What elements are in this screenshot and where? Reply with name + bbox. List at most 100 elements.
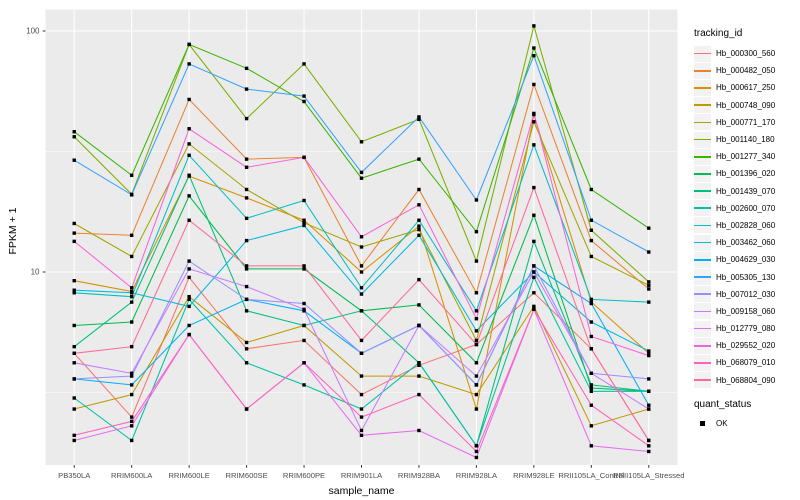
data-point [187, 62, 191, 66]
legend-item-Hb_002828_060: Hb_002828_060 [694, 217, 800, 234]
data-point [474, 449, 479, 454]
data-point [589, 403, 594, 407]
data-point [359, 176, 364, 180]
data-point [589, 320, 594, 324]
data-point [72, 158, 76, 162]
legend-key-swatch [694, 200, 711, 217]
data-point [474, 374, 479, 378]
legend-key-line [694, 69, 711, 72]
data-point [647, 283, 651, 288]
legend-item-Hb_029552_020: Hb_029552_020 [694, 337, 800, 354]
data-point [474, 329, 479, 333]
data-point [244, 165, 249, 169]
x-tick-label: RRII105LA_Stressed [613, 471, 684, 480]
data-point [129, 291, 134, 295]
data-point [302, 383, 306, 387]
data-point [359, 433, 364, 438]
data-point [302, 264, 306, 268]
legend-label: Hb_000617_250 [716, 83, 776, 93]
data-point [359, 428, 364, 433]
legend-title-quant-status: quant_status [694, 398, 752, 410]
data-point [187, 259, 191, 263]
data-point [72, 288, 76, 292]
x-tick-label: RRII105LA_Control [558, 471, 624, 480]
data-point [417, 392, 421, 397]
data-point [589, 424, 594, 428]
legend-item-Hb_000748_090: Hb_000748_090 [694, 97, 800, 114]
legend-key-line [694, 173, 711, 175]
data-point [532, 120, 536, 124]
legend-key-line [694, 344, 711, 347]
legend-label: Hb_012779_080 [716, 324, 776, 334]
data-point [72, 377, 76, 381]
data-point [474, 455, 479, 460]
data-point [647, 389, 651, 393]
data-point [187, 304, 191, 309]
legend-item-Hb_001396_020: Hb_001396_020 [694, 165, 800, 182]
data-point [302, 267, 306, 271]
data-point [532, 46, 536, 50]
data-point [474, 198, 479, 202]
legend-key-swatch [694, 354, 711, 371]
data-point [474, 317, 479, 321]
data-point [129, 392, 134, 397]
data-point [129, 424, 134, 428]
data-point [589, 347, 594, 351]
legend-item-Hb_000617_250: Hb_000617_250 [694, 79, 800, 96]
data-point [244, 66, 249, 71]
legend-label: Hb_000482_050 [716, 66, 776, 76]
legend-key-line [694, 207, 711, 210]
data-point [72, 433, 76, 438]
data-point [187, 297, 191, 302]
data-point [589, 383, 594, 387]
data-point [302, 155, 306, 160]
data-point [359, 245, 364, 249]
legend-item-Hb_068079_010: Hb_068079_010 [694, 354, 800, 371]
data-point [244, 361, 249, 365]
data-point [589, 228, 594, 232]
data-point [187, 173, 191, 177]
legend-key-swatch [694, 183, 711, 200]
data-point [302, 338, 306, 343]
legend-label: Hb_009158_060 [716, 306, 776, 316]
data-point [244, 238, 249, 243]
data-point [589, 254, 594, 259]
data-point [72, 351, 76, 355]
data-point [532, 239, 536, 244]
data-point [474, 309, 479, 313]
x-tick-label: RRIM928BA [398, 471, 441, 480]
data-point [187, 332, 191, 337]
data-point [244, 87, 249, 91]
data-point [589, 371, 594, 375]
legend-label: Hb_000771_170 [716, 117, 776, 127]
data-point [302, 361, 306, 365]
data-point [187, 142, 191, 146]
legend-key-swatch [694, 269, 711, 286]
data-point [359, 374, 364, 378]
legend-key-swatch [694, 303, 711, 320]
data-point [532, 270, 536, 274]
legend-label: Hb_001277_340 [716, 152, 776, 162]
data-point [244, 216, 249, 221]
data-point [647, 349, 651, 353]
data-point [417, 218, 421, 222]
legend-panel: tracking_id Hb_000300_560 Hb_000482_050 Hb… [694, 28, 800, 432]
data-point [187, 127, 191, 131]
data-point [72, 239, 76, 244]
data-point [474, 361, 479, 365]
legend-key-swatch [694, 45, 711, 62]
data-point [244, 347, 249, 351]
data-point [129, 320, 134, 324]
data-point [589, 301, 594, 306]
data-point [647, 300, 651, 304]
data-point [589, 238, 594, 243]
data-point [359, 170, 364, 175]
data-point [359, 415, 364, 419]
legend-item-Hb_000771_170: Hb_000771_170 [694, 114, 800, 131]
data-point [589, 297, 594, 302]
legend-key-line [694, 121, 711, 124]
legend-key-line [694, 224, 711, 227]
legend-key-swatch [694, 337, 711, 354]
legend-label: Hb_000748_090 [716, 100, 776, 110]
